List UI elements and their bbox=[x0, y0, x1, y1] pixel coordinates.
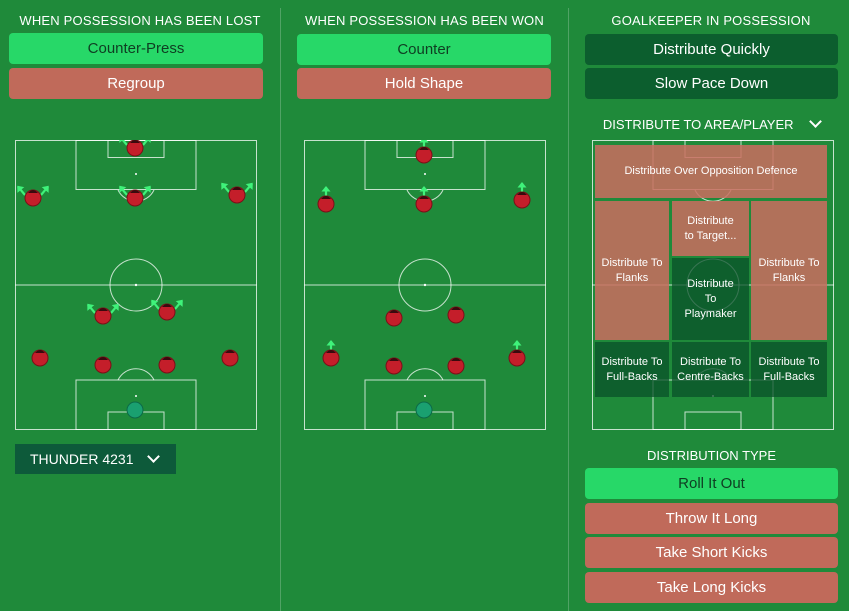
player-hair-icon bbox=[162, 357, 172, 360]
zone-flanks-left[interactable]: Distribute To Flanks bbox=[595, 201, 669, 340]
possession-won-column: WHEN POSSESSION HAS BEEN WON Counter Hol… bbox=[281, 0, 568, 611]
formation-dropdown[interactable]: THUNDER 4231 bbox=[15, 444, 176, 474]
goalkeeper-column: GOALKEEPER IN POSSESSION Distribute Quic… bbox=[569, 0, 849, 611]
regroup-button[interactable]: Regroup bbox=[9, 68, 263, 99]
player-hair-icon bbox=[517, 192, 527, 195]
zone-opposition-defence[interactable]: Distribute Over Opposition Defence bbox=[595, 145, 827, 198]
movement-arrow-head-icon bbox=[419, 186, 429, 192]
player-hair-icon bbox=[162, 304, 172, 307]
movement-arrow-head-icon bbox=[175, 299, 183, 307]
movement-arrow-icon bbox=[121, 140, 128, 146]
distribution-type-title: DISTRIBUTION TYPE bbox=[646, 448, 777, 463]
pitch-lost-svg bbox=[15, 140, 257, 430]
player-hair-icon bbox=[389, 358, 399, 361]
throw-it-long-button[interactable]: Throw It Long bbox=[585, 503, 838, 534]
movement-arrow-head-icon bbox=[147, 140, 151, 143]
player-hair-icon bbox=[451, 307, 461, 310]
goalkeeper-title: GOALKEEPER IN POSSESSION bbox=[611, 13, 811, 28]
zone-centre-backs[interactable]: Distribute To Centre-Backs bbox=[672, 342, 749, 397]
movement-arrow-head-icon bbox=[419, 140, 429, 143]
movement-arrow-head-icon bbox=[321, 186, 331, 192]
chevron-down-icon bbox=[809, 115, 823, 128]
movement-arrow-head-icon bbox=[143, 185, 151, 193]
zone-fullbacks-right[interactable]: Distribute To Full-Backs bbox=[751, 342, 827, 397]
movement-arrow-head-icon bbox=[151, 299, 159, 307]
player-hair-icon bbox=[98, 308, 108, 311]
movement-arrow-head-icon bbox=[41, 185, 49, 193]
pitch-gk: Distribute Over Opposition Defence Distr… bbox=[592, 140, 834, 430]
take-long-kicks-button[interactable]: Take Long Kicks bbox=[585, 572, 838, 603]
possession-lost-title: WHEN POSSESSION HAS BEEN LOST bbox=[19, 13, 261, 28]
distribute-quickly-button[interactable]: Distribute Quickly bbox=[585, 34, 838, 65]
pitch-lost bbox=[15, 140, 257, 430]
column-divider bbox=[280, 8, 281, 611]
player-hair-icon bbox=[225, 350, 235, 353]
movement-arrow-head-icon bbox=[17, 185, 25, 193]
possession-lost-column: WHEN POSSESSION HAS BEEN LOST Counter-Pr… bbox=[0, 0, 280, 611]
movement-arrow-head-icon bbox=[326, 340, 336, 346]
player-hair-icon bbox=[451, 358, 461, 361]
movement-arrow-icon bbox=[142, 140, 149, 146]
goalkeeper-marker[interactable] bbox=[415, 401, 433, 419]
column-divider bbox=[568, 8, 569, 611]
player-hair-icon bbox=[130, 140, 140, 143]
zone-playmaker[interactable]: Distribute To Playmaker bbox=[672, 258, 749, 340]
movement-arrow-head-icon bbox=[87, 303, 95, 311]
movement-arrow-head-icon bbox=[119, 140, 123, 143]
movement-arrow-head-icon bbox=[111, 303, 119, 311]
distribute-area-title: DISTRIBUTE TO AREA/PLAYER bbox=[602, 117, 794, 132]
slow-pace-down-button[interactable]: Slow Pace Down bbox=[585, 68, 838, 99]
zone-fullbacks-left[interactable]: Distribute To Full-Backs bbox=[595, 342, 669, 397]
zone-flanks-right[interactable]: Distribute To Flanks bbox=[751, 201, 827, 340]
hold-shape-button[interactable]: Hold Shape bbox=[297, 68, 551, 99]
player-hair-icon bbox=[98, 357, 108, 360]
pitch-won-svg bbox=[304, 140, 546, 430]
player-hair-icon bbox=[130, 190, 140, 193]
formation-label: THUNDER 4231 bbox=[30, 451, 134, 467]
player-hair-icon bbox=[419, 196, 429, 199]
distribute-area-dropdown[interactable]: DISTRIBUTE TO AREA/PLAYER bbox=[585, 115, 838, 132]
player-hair-icon bbox=[321, 196, 331, 199]
chevron-down-icon bbox=[147, 450, 161, 463]
movement-arrow-head-icon bbox=[221, 182, 229, 190]
counter-press-button[interactable]: Counter-Press bbox=[9, 33, 263, 64]
player-hair-icon bbox=[28, 190, 38, 193]
counter-button[interactable]: Counter bbox=[297, 34, 551, 65]
player-hair-icon bbox=[419, 147, 429, 150]
zone-target[interactable]: Distribute to Target... bbox=[672, 201, 749, 256]
movement-arrow-head-icon bbox=[245, 182, 253, 190]
roll-it-out-button[interactable]: Roll It Out bbox=[585, 468, 838, 499]
movement-arrow-head-icon bbox=[512, 340, 522, 346]
goalkeeper-marker[interactable] bbox=[126, 401, 144, 419]
player-hair-icon bbox=[389, 310, 399, 313]
player-hair-icon bbox=[512, 350, 522, 353]
possession-won-title: WHEN POSSESSION HAS BEEN WON bbox=[305, 13, 544, 28]
player-hair-icon bbox=[326, 350, 336, 353]
take-short-kicks-button[interactable]: Take Short Kicks bbox=[585, 537, 838, 568]
player-hair-icon bbox=[35, 350, 45, 353]
player-hair-icon bbox=[232, 187, 242, 190]
movement-arrow-head-icon bbox=[119, 185, 127, 193]
pitch-won bbox=[304, 140, 546, 430]
movement-arrow-head-icon bbox=[517, 182, 527, 188]
player-marker[interactable] bbox=[126, 140, 144, 157]
